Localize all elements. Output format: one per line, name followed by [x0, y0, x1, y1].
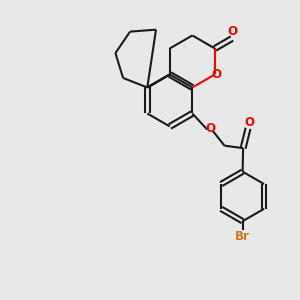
Text: O: O	[211, 68, 221, 81]
Text: O: O	[205, 122, 215, 135]
Text: Br: Br	[235, 230, 250, 243]
Text: O: O	[227, 25, 237, 38]
Text: O: O	[244, 116, 254, 129]
